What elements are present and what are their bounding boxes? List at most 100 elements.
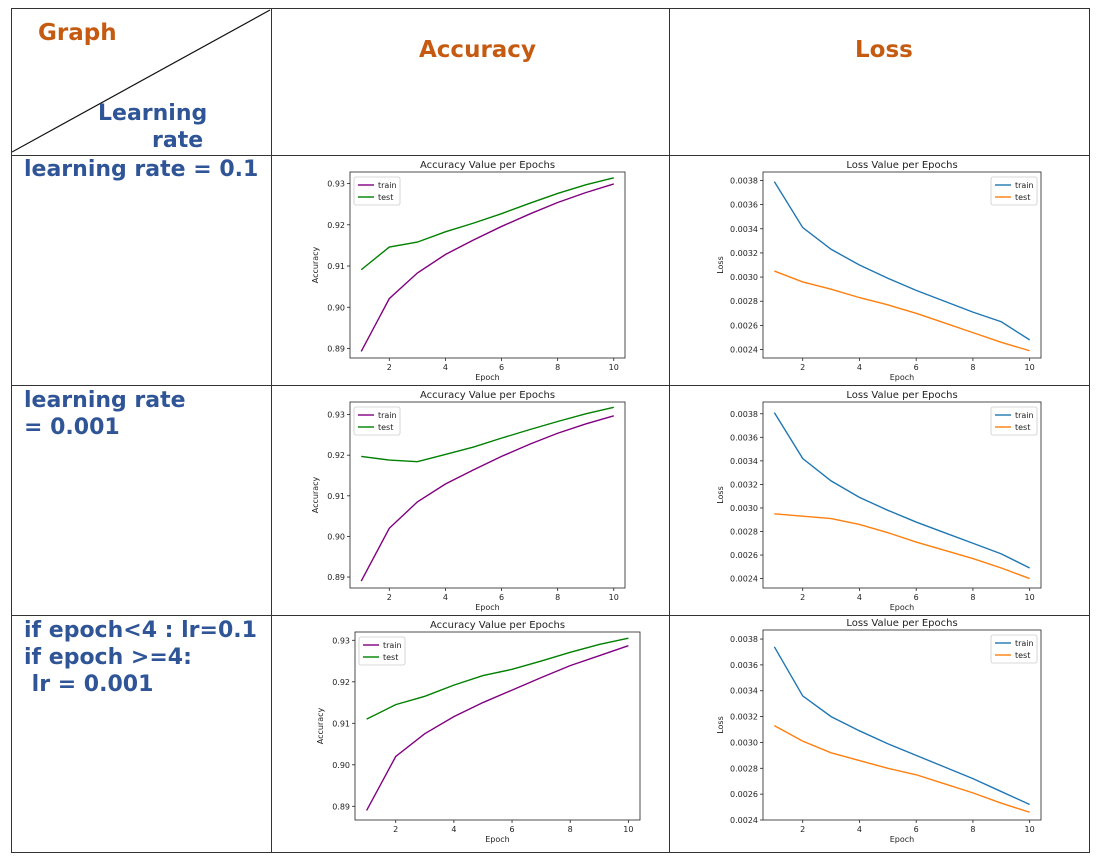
y-tick-label: 0.0032 — [730, 713, 758, 722]
table-divider — [12, 155, 1089, 156]
legend-box — [990, 634, 1038, 664]
chart-legend: train test — [990, 176, 1038, 206]
chart-legend: train test — [353, 406, 401, 436]
y-tick-label: 0.0030 — [730, 504, 758, 513]
accuracy-chart-row2: Accuracy Value per Epochs 2 4 6 8 10 0.89 0.90 0… — [311, 390, 626, 612]
x-tick-label: 2 — [800, 593, 805, 602]
x-tick-label: 8 — [970, 593, 975, 602]
y-tick-label: 0.91 — [327, 492, 345, 501]
accuracy-column-header: Accuracy — [419, 37, 536, 63]
y-tick-label: 0.89 — [332, 802, 350, 811]
y-tick-label: 0.0036 — [730, 201, 758, 210]
y-tick-label: 0.0026 — [730, 790, 758, 799]
y-tick-label: 0.0028 — [730, 297, 758, 306]
y-tick-label: 0.0026 — [730, 321, 758, 330]
y-axis-label: Loss — [716, 256, 725, 274]
x-tick-label: 8 — [568, 825, 573, 834]
y-axis-label: Loss — [716, 486, 725, 504]
plot-frame — [762, 401, 1042, 589]
y-tick-label: 0.0034 — [730, 225, 758, 234]
x-tick-label: 8 — [555, 593, 560, 602]
x-tick-label: 2 — [387, 363, 392, 372]
table-divider — [669, 9, 670, 852]
x-tick-label: 2 — [387, 593, 392, 602]
chart-legend: train test — [990, 406, 1038, 436]
x-tick-label: 8 — [970, 825, 975, 834]
y-tick-label: 0.0028 — [730, 764, 758, 773]
plot-frame — [762, 171, 1042, 359]
y-tick-label: 0.0032 — [730, 480, 758, 489]
plot-frame — [354, 631, 641, 821]
chart-title: Loss Value per Epochs — [846, 618, 957, 629]
plot-frame — [349, 401, 626, 589]
x-axis-label: Epoch — [485, 835, 510, 844]
x-tick-label: 4 — [857, 593, 862, 602]
y-tick-label: 0.92 — [327, 451, 345, 460]
x-tick-label: 4 — [857, 825, 862, 834]
series-line-test — [360, 177, 614, 271]
legend-label-train: train — [378, 411, 397, 420]
y-tick-label: 0.89 — [327, 345, 345, 354]
table-divider — [12, 385, 1089, 386]
x-tick-label: 4 — [857, 363, 862, 372]
graph-header-label: Graph — [38, 20, 117, 46]
y-tick-label: 0.93 — [327, 180, 345, 189]
chart-legend: train test — [353, 176, 401, 206]
accuracy-chart-row3: Accuracy Value per Epochs 2 4 6 8 10 0.89 0.90 0… — [316, 620, 641, 844]
table-divider — [271, 9, 272, 852]
learning-rate-header-line2: rate — [152, 128, 204, 153]
chart-title: Loss Value per Epochs — [846, 390, 957, 401]
x-tick-label: 10 — [1025, 825, 1035, 834]
x-tick-label: 2 — [800, 363, 805, 372]
y-tick-label: 0.0034 — [730, 687, 758, 696]
y-tick-label: 0.91 — [332, 719, 350, 728]
series-line-test — [774, 270, 1030, 352]
legend-box — [990, 176, 1038, 206]
legend-box — [358, 636, 406, 666]
x-tick-label: 6 — [499, 363, 504, 372]
row-label-lr-0.1: learning rate = 0.1 — [24, 156, 258, 183]
chart-legend: train test — [990, 634, 1038, 664]
x-tick-label: 2 — [800, 825, 805, 834]
results-table — [11, 8, 1090, 853]
series-line-train — [360, 183, 614, 352]
table-divider — [12, 615, 1089, 616]
x-tick-label: 6 — [499, 593, 504, 602]
plot-frame — [349, 171, 626, 359]
x-tick-label: 10 — [609, 593, 619, 602]
loss-column-header: Loss — [855, 37, 913, 63]
series-line-test — [774, 725, 1030, 813]
chart-title: Accuracy Value per Epochs — [420, 390, 555, 401]
y-tick-label: 0.0038 — [730, 176, 758, 185]
y-tick-label: 0.0028 — [730, 527, 758, 536]
y-tick-label: 0.0036 — [730, 433, 758, 442]
x-tick-label: 8 — [555, 363, 560, 372]
x-axis-label: Epoch — [890, 835, 915, 844]
x-axis-label: Epoch — [890, 603, 915, 612]
y-axis-label: Accuracy — [311, 476, 320, 513]
row-label-line: = 0.001 — [24, 415, 120, 440]
legend-label-train: train — [378, 181, 397, 190]
x-tick-label: 6 — [914, 593, 919, 602]
x-tick-label: 4 — [451, 825, 456, 834]
row-label-lr-0.001: learning rate = 0.001 — [24, 387, 186, 441]
y-tick-label: 0.0030 — [730, 273, 758, 282]
loss-chart-row2: Loss Value per Epochs 2 4 6 8 10 0.0024 0.0026 0… — [716, 390, 1042, 612]
legend-box — [353, 406, 401, 436]
series-line-test — [774, 513, 1030, 580]
series-line-train — [773, 646, 1030, 806]
header-diagonal — [12, 9, 271, 153]
x-tick-label: 10 — [1025, 363, 1035, 372]
row-label-lr-schedule: if epoch<4 : lr=0.1 if epoch >=4: lr = 0… — [24, 617, 257, 698]
y-tick-label: 0.93 — [327, 411, 345, 420]
row-label-line: learning rate — [24, 388, 186, 413]
series-line-train — [773, 412, 1030, 569]
x-tick-label: 4 — [443, 363, 448, 372]
row-label-line: if epoch<4 : lr=0.1 — [24, 618, 257, 643]
series-line-train — [366, 645, 629, 811]
y-tick-label: 0.93 — [332, 636, 350, 645]
legend-label-test: test — [378, 193, 393, 202]
learning-rate-header-line1: Learning — [98, 101, 208, 126]
legend-label-test: test — [1015, 193, 1030, 202]
series-line-test — [361, 406, 614, 463]
